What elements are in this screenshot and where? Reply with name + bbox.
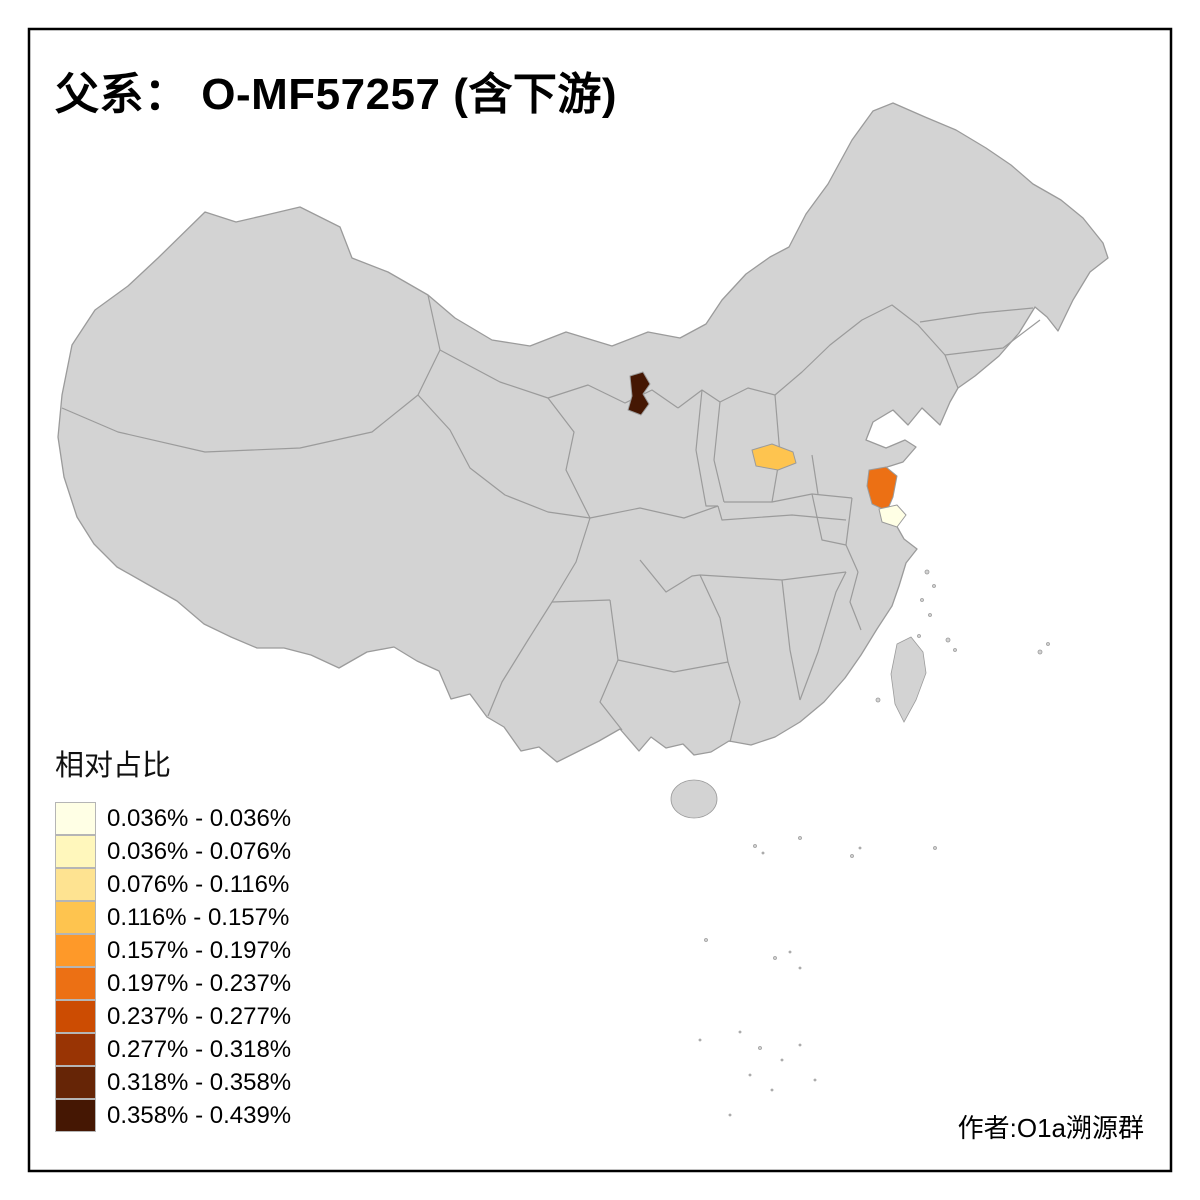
legend-swatch (55, 802, 96, 835)
legend-item: 0.076% - 0.116% (55, 868, 291, 901)
legend-label: 0.076% - 0.116% (107, 870, 290, 898)
legend-label: 0.116% - 0.157% (107, 903, 290, 931)
south-china-sea-islands (698, 569, 1050, 1117)
legend-label: 0.197% - 0.237% (107, 969, 292, 997)
hainan-island (670, 779, 718, 819)
legend-swatch (55, 868, 96, 901)
legend-label: 0.036% - 0.036% (107, 804, 292, 832)
legend-swatch (55, 1000, 96, 1033)
region-ningxia (627, 371, 651, 416)
legend-item: 0.036% - 0.036% (55, 802, 291, 835)
legend-item: 0.318% - 0.358% (55, 1066, 291, 1099)
province-borders (61, 294, 1041, 743)
legend-label: 0.318% - 0.358% (107, 1068, 292, 1096)
legend-swatch (55, 934, 96, 967)
region-southern-jiangsu (878, 504, 907, 528)
legend-swatch (55, 1033, 96, 1066)
legend-label: 0.157% - 0.197% (107, 936, 292, 964)
legend-swatch (55, 967, 96, 1000)
legend-swatch (55, 835, 96, 868)
legend-swatch (55, 1099, 96, 1132)
region-western-henan (751, 443, 797, 471)
mainland-china (57, 102, 1109, 763)
region-central-jiangsu (866, 466, 898, 512)
author-credit: 作者:O1a溯源群 (957, 1113, 1144, 1143)
legend-title: 相对占比 (55, 750, 172, 782)
legend-label: 0.277% - 0.318% (107, 1035, 292, 1063)
legend-label: 0.358% - 0.439% (107, 1101, 292, 1129)
legend-item: 0.197% - 0.237% (55, 967, 291, 1000)
legend-swatch (55, 901, 96, 934)
legend-swatch (55, 1066, 96, 1099)
legend-label: 0.036% - 0.076% (107, 837, 292, 865)
legend-item: 0.237% - 0.277% (55, 1000, 291, 1033)
plot-frame (27, 27, 1173, 1173)
legend-label: 0.237% - 0.277% (107, 1002, 292, 1030)
legend-item: 0.157% - 0.197% (55, 934, 291, 967)
legend-item: 0.036% - 0.076% (55, 835, 291, 868)
legend-item: 0.358% - 0.439% (55, 1099, 291, 1132)
legend-item: 0.277% - 0.318% (55, 1033, 291, 1066)
page-title: 父系： O-MF57257 (含下游) (55, 70, 618, 119)
taiwan-island (890, 636, 927, 723)
legend: 相对占比 0.036% - 0.036% 0.036% - 0.076% 0.0… (55, 742, 291, 1132)
legend-item: 0.116% - 0.157% (55, 901, 291, 934)
